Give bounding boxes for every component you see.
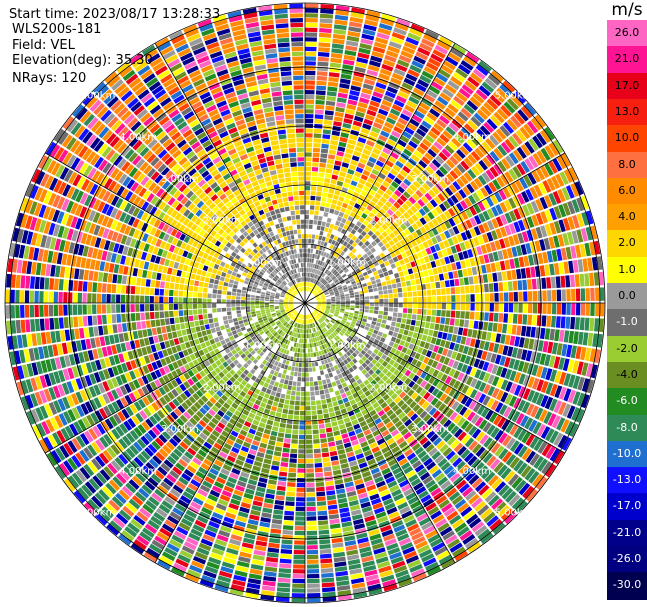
range-ring-label: 5.00km bbox=[495, 90, 533, 101]
colorbar-swatch bbox=[607, 467, 647, 495]
range-ring-label: 2.00km bbox=[203, 216, 241, 227]
colorbar-tick-label: 4.0 bbox=[618, 210, 636, 224]
azimuth-line bbox=[44, 152, 306, 304]
colorbar-tick-label: -17.0 bbox=[612, 499, 642, 513]
colorbar-tick-label: -26.0 bbox=[612, 552, 642, 565]
range-ring-label: 3.00km bbox=[161, 174, 199, 185]
colorbar-tick-label: -8.0 bbox=[616, 420, 638, 434]
colorbar-swatch bbox=[607, 519, 647, 547]
colorbar-tick-label: 1.0 bbox=[618, 262, 636, 276]
colorbar-swatch bbox=[607, 98, 647, 127]
colorbar-swatch bbox=[607, 46, 647, 74]
range-ring-label: 1.00km bbox=[328, 257, 366, 268]
colorbar-tick-label: 17.0 bbox=[614, 78, 640, 92]
colorbar-swatch bbox=[607, 256, 647, 284]
colorbar-tick-label: 8.0 bbox=[618, 157, 636, 171]
colorbar-tick-label: 0.0 bbox=[618, 289, 636, 302]
colorbar-swatch bbox=[607, 151, 647, 179]
colorbar-tick-label: -30.0 bbox=[612, 578, 642, 592]
range-ring-label: 4.00km bbox=[119, 466, 157, 477]
range-ring-label: 2.00km bbox=[203, 382, 241, 393]
colorbar-swatch bbox=[607, 72, 647, 100]
colorbar-tick-label: -6.0 bbox=[616, 394, 638, 408]
colorbar-swatch bbox=[607, 125, 647, 153]
range-ring-label: 3.00km bbox=[411, 424, 449, 435]
range-ring-label: 5.00km bbox=[78, 90, 116, 101]
colorbar-tick-label: 26.0 bbox=[614, 26, 640, 39]
colorbar-tick-label: -21.0 bbox=[612, 525, 642, 539]
ppi-velocity-plot: 1.00km 1.00km 1.00km 1.00km 2.00km 2.00km 2.00… bbox=[4, 2, 606, 604]
colorbar-swatch bbox=[607, 572, 647, 600]
range-ring-label: 1.00km bbox=[328, 341, 366, 352]
range-ring-label: 4.00km bbox=[453, 132, 491, 143]
azimuth-line bbox=[304, 42, 456, 304]
colorbar-swatch bbox=[607, 20, 647, 48]
range-ring-label: 1.00km bbox=[244, 257, 282, 268]
colorbar-tick-label: 2.0 bbox=[618, 236, 636, 250]
colorbar-swatch bbox=[607, 388, 647, 416]
colorbar-tick-label: -13.0 bbox=[612, 473, 642, 487]
range-ring-label: 5.00km bbox=[495, 508, 533, 519]
colorbar-tick-label: -2.0 bbox=[616, 341, 638, 355]
range-ring-label: 5.00km bbox=[78, 508, 116, 519]
range-ring-label: 2.00km bbox=[370, 382, 408, 393]
azimuth-line bbox=[154, 42, 306, 304]
elevation-label: Elevation(deg): 35.30 bbox=[12, 53, 153, 68]
colorbar-tick-label: 21.0 bbox=[614, 52, 640, 66]
field-label: Field: VEL bbox=[12, 38, 75, 53]
colorbar-tick-label: 13.0 bbox=[614, 104, 640, 118]
colorbar-swatch bbox=[607, 230, 647, 258]
colorbar-tick-label: -4.0 bbox=[616, 367, 638, 381]
instrument-label: WLS200s-181 bbox=[12, 22, 102, 37]
range-ring-label: 3.00km bbox=[411, 174, 449, 185]
colorbar-swatch bbox=[607, 204, 647, 232]
colorbar-swatch bbox=[607, 546, 647, 574]
azimuth-line bbox=[154, 302, 306, 564]
range-ring-label: 4.00km bbox=[453, 466, 491, 477]
colorbar-swatch bbox=[607, 440, 647, 469]
colorbar-swatch bbox=[607, 493, 647, 521]
azimuth-line bbox=[304, 302, 456, 564]
colorbar-swatch bbox=[607, 309, 647, 337]
range-ring-label: 4.00km bbox=[119, 132, 157, 143]
azimuth-line bbox=[304, 152, 566, 304]
colorbar-swatch bbox=[607, 414, 647, 442]
azimuth-line bbox=[304, 302, 566, 454]
colorbar-tick-label: 10.0 bbox=[614, 131, 640, 145]
colorbar-unit: m/s bbox=[611, 0, 643, 20]
colorbar-swatch bbox=[607, 177, 647, 206]
colorbar-tick-label: -10.0 bbox=[612, 446, 642, 460]
range-ring-label: 1.00km bbox=[244, 341, 282, 352]
azimuth-line bbox=[44, 302, 306, 454]
start-time-label: Start time: 2023/08/17 13:28:33 bbox=[9, 7, 221, 22]
range-ring-label: 2.00km bbox=[370, 216, 408, 227]
colorbar-tick-label: -1.0 bbox=[616, 315, 638, 329]
colorbar-tick-label: 6.0 bbox=[618, 183, 636, 197]
range-ring-label: 3.00km bbox=[161, 424, 199, 435]
nrays-label: NRays: 120 bbox=[12, 71, 87, 86]
colorbar-swatch bbox=[607, 335, 647, 363]
colorbar-swatch bbox=[607, 361, 647, 390]
colorbar-swatch bbox=[607, 283, 647, 311]
